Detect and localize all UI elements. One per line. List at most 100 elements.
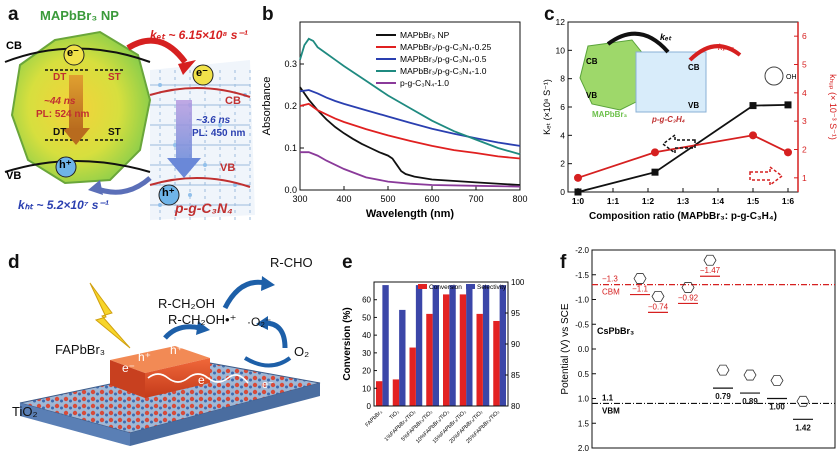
x-tick-label: 1:3 bbox=[677, 196, 690, 206]
material-label-d: FAPbBr₃ bbox=[55, 342, 106, 357]
dt-bot: DT bbox=[53, 127, 67, 138]
molecule-icon bbox=[796, 395, 810, 407]
vb-label: VB bbox=[6, 170, 22, 182]
level-value: −0.92 bbox=[678, 293, 699, 302]
y-tick-right-label: 5 bbox=[802, 60, 807, 70]
bar-conversion bbox=[476, 313, 483, 406]
inset-vb2: VB bbox=[688, 101, 699, 110]
y-tick-right-label: 100 bbox=[511, 278, 525, 287]
marker-k_PNP bbox=[651, 148, 659, 157]
inset-kpnp-label: kₚₙₚ bbox=[718, 42, 734, 52]
arrow-right-icon bbox=[749, 165, 784, 187]
y-tick-right-label: 95 bbox=[511, 309, 520, 318]
bar-selectivity bbox=[432, 285, 439, 406]
arrow-left-icon bbox=[661, 133, 696, 155]
level-value: −1.47 bbox=[700, 266, 721, 275]
y-tick-left-label: 8 bbox=[560, 74, 565, 84]
molecule-icon bbox=[633, 273, 647, 284]
y-tick-label: 0.0 bbox=[578, 345, 590, 354]
hole-left: h⁺ bbox=[59, 159, 72, 171]
y-tick-right-label: 90 bbox=[511, 340, 520, 349]
x-tick-label: 500 bbox=[380, 194, 395, 204]
x-tick-label: FAPbBr₃ bbox=[365, 409, 384, 428]
y-axis-title-left: Kₑₜ (×10⁸ S⁻¹) bbox=[542, 79, 552, 135]
panel-f: f -2.0 -1.5 -1.0 -0.5 0.0 0.5 1.0 1.5 2.0 Potenti… bbox=[540, 228, 840, 455]
panel-e: e FAPbBr₃ TiO₂ 1%FAPbBr₃/TiO₂ 5%FAPbBr₃/TiO… bbox=[330, 228, 540, 455]
legend-label-4: p-g-C₃N₄-1.0 bbox=[400, 78, 449, 88]
y-axis-title-right: kₕᵤₚ (× 10⁻³ S⁻¹) bbox=[828, 74, 838, 140]
marker-k_et bbox=[749, 102, 757, 110]
x-tick-label: 1:4 bbox=[712, 196, 725, 206]
left-lifetime: ~44 ns bbox=[44, 96, 76, 107]
series-line-k_PNP bbox=[577, 134, 789, 179]
marker-k_et bbox=[651, 168, 659, 176]
ket-label: kₑₜ ~ 6.15×10⁸ s⁻¹ bbox=[150, 28, 248, 42]
marker-k_PNP bbox=[784, 148, 792, 157]
electron-left: e⁻ bbox=[67, 47, 79, 59]
y-tick-left-label: 12 bbox=[556, 17, 566, 27]
series-line-k_et bbox=[577, 104, 789, 193]
bar-conversion bbox=[392, 379, 400, 406]
bar-conversion bbox=[443, 294, 450, 406]
y-tick-right-label: 80 bbox=[511, 402, 520, 411]
x-tick-label: 1:2 bbox=[642, 196, 655, 206]
bar-selectivity bbox=[415, 285, 423, 406]
substrate-label: TiO₂ bbox=[12, 404, 38, 419]
absorbance-chart: 300 400 500 600 700 800 0.0 0.1 0.2 0.3 Wavelength… bbox=[261, 21, 528, 220]
panel-label-c: c bbox=[544, 4, 555, 25]
electron-d-2: e⁻ bbox=[198, 373, 212, 387]
st-bot: ST bbox=[108, 127, 121, 138]
y-tick-right-label: 1 bbox=[802, 173, 807, 183]
x-tick-label: 400 bbox=[336, 194, 351, 204]
y-tick-left-label: 50 bbox=[362, 313, 371, 322]
legend-swatch-selectivity bbox=[466, 284, 475, 289]
x-tick-label: 1:6 bbox=[782, 196, 795, 206]
legend-label-selectivity: Selectivity bbox=[477, 284, 507, 291]
electron-right: e⁻ bbox=[196, 67, 208, 79]
y-tick-label: 0.2 bbox=[284, 101, 297, 111]
y-tick-right-label: 6 bbox=[802, 31, 807, 41]
material-label: CsPbBr₃ bbox=[597, 326, 634, 336]
level-value: −0.74 bbox=[648, 302, 669, 311]
bar-selectivity bbox=[499, 285, 506, 406]
molecule-icon bbox=[681, 282, 695, 293]
y-tick-label: -2.0 bbox=[575, 246, 589, 255]
conversion-chart: FAPbBr₃ TiO₂1%FAPbBr₃/TiO₂5%FAPbBr₃/TiO₂1… bbox=[342, 278, 525, 445]
bar-conversion bbox=[493, 320, 500, 406]
electron-d-3: e⁻ bbox=[262, 379, 274, 391]
left-pl: PL: 524 nm bbox=[36, 109, 90, 120]
panel-label-f: f bbox=[560, 252, 567, 273]
rate-chart: 1:0 1:1 1:2 1:3 1:4 1:5 1:6024681012123456Comp… bbox=[542, 17, 838, 222]
hole-d-2: h⁺ bbox=[170, 343, 184, 357]
inset-et-arrow bbox=[606, 31, 670, 54]
marker-k_PNP bbox=[749, 131, 757, 140]
y-tick-left-label: 60 bbox=[362, 296, 371, 305]
x-axis-title: Wavelength (nm) bbox=[366, 208, 455, 220]
series-line-4 bbox=[300, 151, 521, 188]
panel-label-b: b bbox=[262, 4, 274, 25]
x-tick-label: 25%FAPbBr₃/TiO₂ bbox=[465, 409, 501, 445]
y-tick-label: 1.0 bbox=[578, 395, 590, 404]
y-tick-label: -0.5 bbox=[575, 320, 589, 329]
right-cb-label: CB bbox=[225, 95, 241, 107]
x-tick-label: 1:5 bbox=[747, 196, 760, 206]
cb-label: CB bbox=[6, 40, 22, 52]
panel-a: a bbox=[0, 0, 258, 225]
inset-cb2: CB bbox=[688, 63, 700, 72]
legend-swatch-conversion bbox=[418, 284, 427, 289]
y-tick-label: 1.5 bbox=[578, 419, 590, 428]
alcohol-label: R-CH₂OH bbox=[158, 296, 216, 311]
vbm-value: 1.1 bbox=[602, 393, 614, 402]
marker-k_PNP bbox=[574, 173, 582, 182]
panel-label-d: d bbox=[8, 252, 20, 273]
right-lifetime: ~3.6 ns bbox=[196, 115, 231, 126]
y-tick-label: 2.0 bbox=[578, 444, 590, 453]
y-tick-right-label: 2 bbox=[802, 145, 807, 155]
series-line-0 bbox=[299, 86, 521, 186]
oxygen-label: O₂ bbox=[294, 344, 310, 359]
panel-label-a: a bbox=[8, 4, 19, 25]
series-line-3 bbox=[299, 37, 521, 156]
legend-label-0: MAPbBr₃ NP bbox=[400, 30, 450, 40]
radical-label: R-CH₂OH•⁺ bbox=[168, 312, 237, 327]
inset-sheet bbox=[635, 51, 707, 113]
